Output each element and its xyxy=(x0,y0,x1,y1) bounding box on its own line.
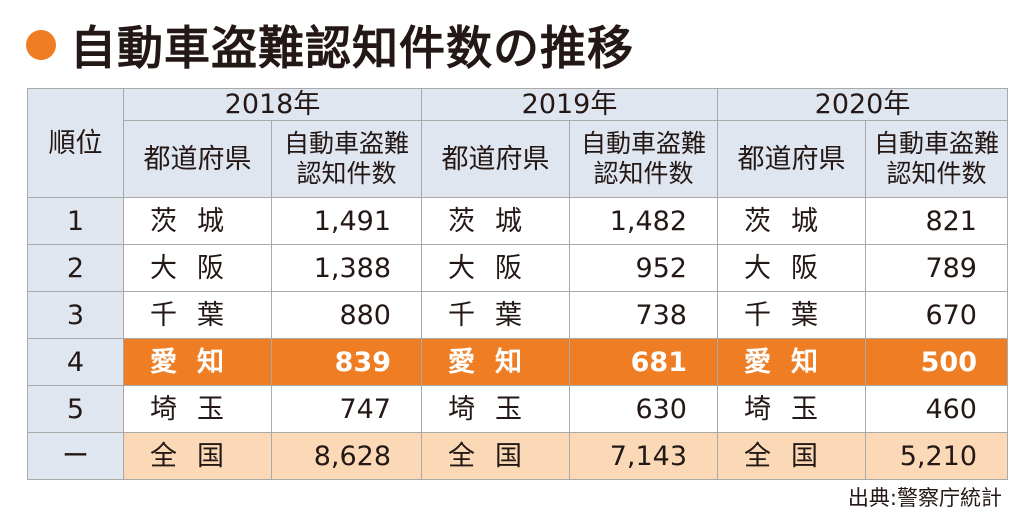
pref-header: 都道府県 xyxy=(717,120,866,199)
count-cell: 8,628 xyxy=(271,432,422,481)
rank-header: 順位 xyxy=(27,87,124,199)
theft-stats-table: 順位 2018年 2019年 2020年 都道府県 自動車盗難 認知件数 都道府県… xyxy=(27,87,1008,481)
count-header-line2: 認知件数 xyxy=(296,159,397,189)
count-header-line1: 自動車盗難 xyxy=(283,129,409,159)
pref-cell: 愛知 xyxy=(123,338,272,387)
pref-cell: 大阪 xyxy=(421,244,570,293)
pref-cell: 茨城 xyxy=(123,197,272,246)
title-row: 自動車盗難認知件数の推移 xyxy=(26,12,634,78)
count-header: 自動車盗難 認知件数 xyxy=(271,120,422,199)
count-header-line2: 認知件数 xyxy=(593,159,694,189)
table-row: 2 大阪 1,388 大阪 952 大阪 789 xyxy=(27,244,1008,293)
pref-cell: 大阪 xyxy=(123,244,272,293)
pref-cell: 千葉 xyxy=(717,291,866,340)
table-row: 1 茨城 1,491 茨城 1,482 茨城 821 xyxy=(27,197,1008,246)
pref-cell: 茨城 xyxy=(717,197,866,246)
bullet-dot-icon xyxy=(26,30,56,60)
count-header-line1: 自動車盗難 xyxy=(873,129,999,159)
table-row-total: ー 全国 8,628 全国 7,143 全国 5,210 xyxy=(27,432,1008,481)
pref-cell: 全国 xyxy=(123,432,272,481)
pref-cell: 全国 xyxy=(421,432,570,481)
count-cell: 839 xyxy=(271,338,422,387)
count-cell: 952 xyxy=(569,244,718,293)
pref-cell: 全国 xyxy=(717,432,866,481)
pref-cell: 愛知 xyxy=(717,338,866,387)
count-cell: 7,143 xyxy=(569,432,718,481)
pref-cell: 茨城 xyxy=(421,197,570,246)
rank-cell: 3 xyxy=(27,291,124,340)
pref-cell: 埼玉 xyxy=(123,385,272,434)
count-cell: 630 xyxy=(569,385,718,434)
year-header-2018: 2018年 xyxy=(123,87,422,122)
pref-cell: 大阪 xyxy=(717,244,866,293)
rank-cell: 4 xyxy=(27,338,124,387)
count-cell: 681 xyxy=(569,338,718,387)
rank-cell: 1 xyxy=(27,197,124,246)
count-cell: 460 xyxy=(865,385,1008,434)
page-title: 自動車盗難認知件数の推移 xyxy=(70,21,634,75)
source-note: 出典:警察庁統計 xyxy=(847,486,1002,510)
year-header-2019: 2019年 xyxy=(421,87,718,122)
count-header-line2: 認知件数 xyxy=(886,159,987,189)
count-cell: 789 xyxy=(865,244,1008,293)
count-cell: 1,491 xyxy=(271,197,422,246)
rank-cell: ー xyxy=(27,432,124,481)
count-cell: 738 xyxy=(569,291,718,340)
count-cell: 1,388 xyxy=(271,244,422,293)
pref-cell: 愛知 xyxy=(421,338,570,387)
table-row-highlighted: 4 愛知 839 愛知 681 愛知 500 xyxy=(27,338,1008,387)
rank-cell: 5 xyxy=(27,385,124,434)
count-cell: 880 xyxy=(271,291,422,340)
column-header-row: 都道府県 自動車盗難 認知件数 都道府県 自動車盗難 認知件数 都道府県 自動車盗難… xyxy=(28,120,1008,199)
year-header-row: 順位 2018年 2019年 2020年 xyxy=(27,87,1008,199)
count-cell: 500 xyxy=(865,338,1008,387)
table-row: 3 千葉 880 千葉 738 千葉 670 xyxy=(27,291,1008,340)
count-cell: 670 xyxy=(865,291,1008,340)
count-header-line1: 自動車盗難 xyxy=(580,129,706,159)
count-cell: 821 xyxy=(865,197,1008,246)
count-cell: 1,482 xyxy=(569,197,718,246)
year-header-2020: 2020年 xyxy=(717,87,1008,122)
count-header: 自動車盗難 認知件数 xyxy=(865,120,1008,199)
count-cell: 747 xyxy=(271,385,422,434)
table-row: 5 埼玉 747 埼玉 630 埼玉 460 xyxy=(27,385,1008,434)
pref-cell: 千葉 xyxy=(421,291,570,340)
rank-cell: 2 xyxy=(27,244,124,293)
pref-cell: 千葉 xyxy=(123,291,272,340)
count-header: 自動車盗難 認知件数 xyxy=(569,120,718,199)
count-cell: 5,210 xyxy=(865,432,1008,481)
pref-cell: 埼玉 xyxy=(717,385,866,434)
pref-header: 都道府県 xyxy=(123,120,272,199)
pref-cell: 埼玉 xyxy=(421,385,570,434)
pref-header: 都道府県 xyxy=(421,120,570,199)
